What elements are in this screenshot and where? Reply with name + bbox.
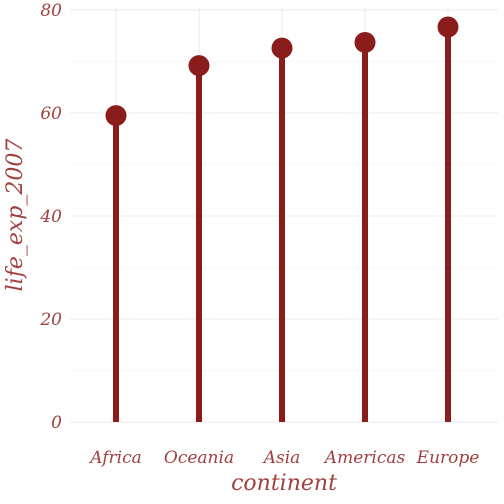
x-axis-title: continent — [231, 471, 337, 496]
lollipop-point — [105, 105, 127, 127]
y-tick-label: 80 — [40, 1, 62, 21]
x-axis-tick-labels: Africa Oceania Asia Americas Europe — [88, 448, 479, 468]
y-tick-label: 0 — [51, 413, 62, 433]
y-axis-tick-labels: 0 20 40 60 80 — [39, 1, 62, 433]
y-tick-label: 20 — [39, 310, 62, 330]
y-tick-label: 40 — [39, 207, 62, 227]
lollipop-point — [354, 31, 376, 53]
x-tick-label: Europe — [416, 448, 480, 468]
lollipop-point — [188, 55, 210, 77]
x-tick-label: Africa — [88, 448, 142, 468]
lollipop-marks — [105, 16, 459, 422]
y-axis-title: life_exp_2007 — [3, 139, 28, 292]
y-tick-label: 60 — [40, 104, 62, 124]
lollipop-point — [271, 37, 293, 59]
x-tick-label: Asia — [262, 448, 301, 468]
x-tick-label: Oceania — [164, 448, 234, 468]
lollipop-point — [437, 16, 459, 38]
x-tick-label: Americas — [323, 448, 406, 468]
